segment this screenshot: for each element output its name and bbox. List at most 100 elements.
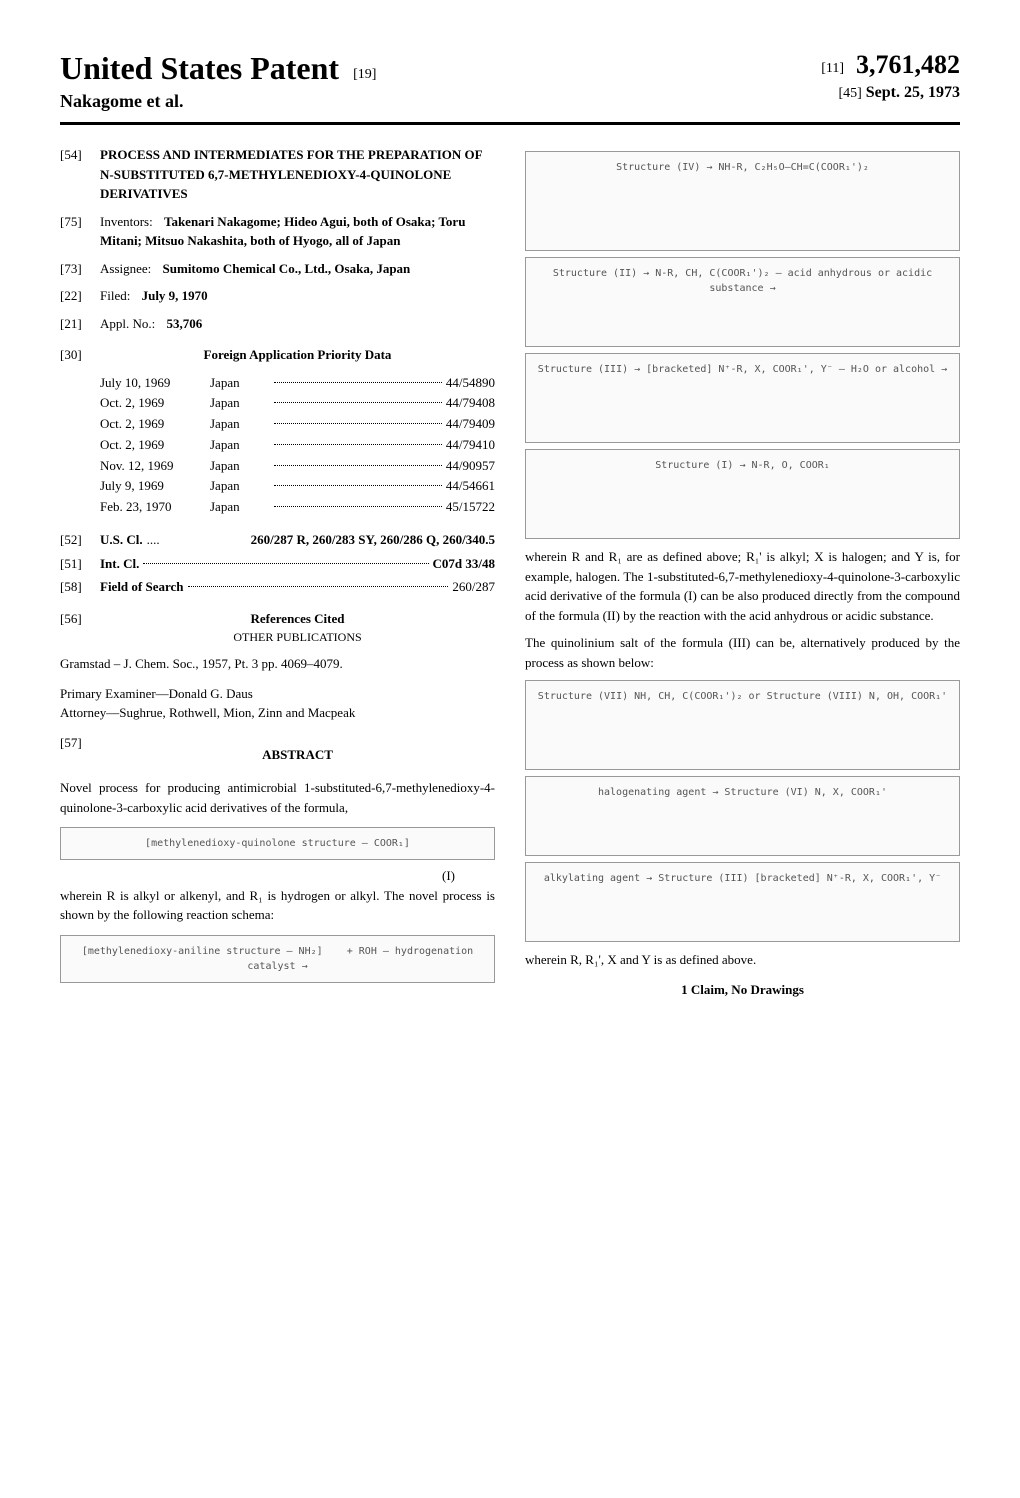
chemical-structure-I: [methylenedioxy-quinolone structure — CO… <box>60 827 495 860</box>
priority-country: Japan <box>210 393 270 414</box>
priority-num: 44/54661 <box>446 476 495 497</box>
priority-date: Feb. 23, 1970 <box>100 497 210 518</box>
field-30: [30] Foreign Application Priority Data <box>60 345 495 365</box>
abstract-text-2: wherein R is alkyl or alkenyl, and R₁ is… <box>60 886 495 925</box>
reaction-scheme-VI: halogenating agent → Structure (VI) N, X… <box>525 776 960 856</box>
field-75-label: Inventors: <box>100 214 153 229</box>
reaction-scheme-IV: Structure (IV) → NH-R, C₂H₅O—CH=C(COOR₁'… <box>525 151 960 251</box>
priority-num: 44/79409 <box>446 414 495 435</box>
field-58-val: 260/287 <box>452 577 495 597</box>
inventors-short: Nakagome et al. <box>60 91 821 112</box>
priority-row: Feb. 23, 1970 Japan 45/15722 <box>100 497 495 518</box>
priority-row: Nov. 12, 1969 Japan 44/90957 <box>100 456 495 477</box>
right-text-3: wherein R, R₁', X and Y is as defined ab… <box>525 950 960 970</box>
field-75-num: [75] <box>60 212 100 251</box>
field-21-content: 53,706 <box>167 316 203 331</box>
priority-num: 45/15722 <box>446 497 495 518</box>
field-22-label: Filed: <box>100 288 130 303</box>
date-prefix: [45] <box>838 86 861 101</box>
header-divider <box>60 122 960 125</box>
primary-examiner-name: —Donald G. Daus <box>156 686 253 701</box>
priority-dots <box>274 497 442 507</box>
priority-num: 44/90957 <box>446 456 495 477</box>
field-51-val: C07d 33/48 <box>433 554 495 574</box>
priority-country: Japan <box>210 497 270 518</box>
priority-country: Japan <box>210 414 270 435</box>
field-56: [56] References Cited OTHER PUBLICATIONS <box>60 609 495 647</box>
priority-row: July 9, 1969 Japan 44/54661 <box>100 476 495 497</box>
priority-num: 44/79408 <box>446 393 495 414</box>
field-73-num: [73] <box>60 259 100 279</box>
field-52: [52] U.S. Cl. .... 260/287 R, 260/283 SY… <box>60 530 495 550</box>
priority-table: July 10, 1969 Japan 44/54890 Oct. 2, 196… <box>100 373 495 519</box>
field-54: [54] PROCESS AND INTERMEDIATES FOR THE P… <box>60 145 495 204</box>
field-58-label: Field of Search <box>100 577 184 597</box>
priority-country: Japan <box>210 456 270 477</box>
dots <box>143 554 428 564</box>
header-left: United States Patent [19] Nakagome et al… <box>60 50 821 112</box>
field-51: [51] Int. Cl. C07d 33/48 <box>60 554 495 574</box>
field-22: [22] Filed: July 9, 1970 <box>60 286 495 306</box>
field-56-num: [56] <box>60 609 100 647</box>
priority-row: July 10, 1969 Japan 44/54890 <box>100 373 495 394</box>
field-52-label: U.S. Cl. <box>100 530 143 550</box>
field-30-title: Foreign Application Priority Data <box>100 345 495 365</box>
patent-header: United States Patent [19] Nakagome et al… <box>60 50 960 112</box>
field-21-label: Appl. No.: <box>100 316 155 331</box>
field-52-num: [52] <box>60 530 100 550</box>
priority-country: Japan <box>210 476 270 497</box>
dots <box>188 577 449 587</box>
priority-dots <box>274 476 442 486</box>
priority-country: Japan <box>210 435 270 456</box>
field-57: [57] ABSTRACT <box>60 733 495 771</box>
field-73-content: Sumitomo Chemical Co., Ltd., Osaka, Japa… <box>163 261 411 276</box>
priority-dots <box>274 435 442 445</box>
field-54-title: PROCESS AND INTERMEDIATES FOR THE PREPAR… <box>100 145 495 204</box>
field-22-num: [22] <box>60 286 100 306</box>
refs-title: References Cited <box>100 609 495 629</box>
reaction-scheme-II: Structure (II) → N-R, CH, C(COOR₁')₂ — a… <box>525 257 960 347</box>
right-text-2: The quinolinium salt of the formula (III… <box>525 633 960 672</box>
header-right: [11] 3,761,482 [45] Sept. 25, 1973 <box>821 50 960 102</box>
field-22-content: July 9, 1970 <box>142 288 208 303</box>
struct-nh2-label: [methylenedioxy-aniline structure — NH₂] <box>82 946 323 957</box>
priority-date: Oct. 2, 1969 <box>100 435 210 456</box>
abstract-text-1: Novel process for producing antimicrobia… <box>60 778 495 817</box>
title-suffix: [19] <box>353 67 376 82</box>
field-73: [73] Assignee: Sumitomo Chemical Co., Lt… <box>60 259 495 279</box>
patent-num-prefix: [11] <box>821 61 844 76</box>
abstract-title: ABSTRACT <box>100 745 495 765</box>
reaction-scheme-III-alt: alkylating agent → Structure (III) [brac… <box>525 862 960 942</box>
field-21: [21] Appl. No.: 53,706 <box>60 314 495 334</box>
field-21-num: [21] <box>60 314 100 334</box>
priority-date: July 9, 1969 <box>100 476 210 497</box>
field-52-val: 260/287 R, 260/283 SY, 260/286 Q, 260/34… <box>160 530 495 550</box>
priority-date: Oct. 2, 1969 <box>100 393 210 414</box>
chemical-structure-NH2: [methylenedioxy-aniline structure — NH₂]… <box>60 935 495 983</box>
priority-dots <box>274 373 442 383</box>
priority-dots <box>274 393 442 403</box>
field-57-num: [57] <box>60 733 100 771</box>
priority-country: Japan <box>210 373 270 394</box>
right-column: Structure (IV) → NH-R, C₂H₅O—CH=C(COOR₁'… <box>525 145 960 999</box>
priority-date: Nov. 12, 1969 <box>100 456 210 477</box>
patent-number: 3,761,482 <box>856 50 960 79</box>
priority-row: Oct. 2, 1969 Japan 44/79408 <box>100 393 495 414</box>
field-30-num: [30] <box>60 345 100 365</box>
patent-title: United States Patent <box>60 50 339 86</box>
priority-num: 44/79410 <box>446 435 495 456</box>
priority-row: Oct. 2, 1969 Japan 44/79410 <box>100 435 495 456</box>
field-75: [75] Inventors: Takenari Nakagome; Hideo… <box>60 212 495 251</box>
examiner-block: Primary Examiner—Donald G. Daus Attorney… <box>60 684 495 723</box>
patent-date: Sept. 25, 1973 <box>866 84 960 101</box>
priority-date: Oct. 2, 1969 <box>100 414 210 435</box>
priority-row: Oct. 2, 1969 Japan 44/79409 <box>100 414 495 435</box>
refs-sub: OTHER PUBLICATIONS <box>100 628 495 646</box>
reaction-scheme-III: Structure (III) → [bracketed] N⁺-R, X, C… <box>525 353 960 443</box>
field-54-num: [54] <box>60 145 100 204</box>
priority-dots <box>274 414 442 424</box>
priority-dots <box>274 456 442 466</box>
reaction-scheme-VII-VIII: Structure (VII) NH, CH, C(COOR₁')₂ or St… <box>525 680 960 770</box>
priority-num: 44/54890 <box>446 373 495 394</box>
field-51-label: Int. Cl. <box>100 554 139 574</box>
